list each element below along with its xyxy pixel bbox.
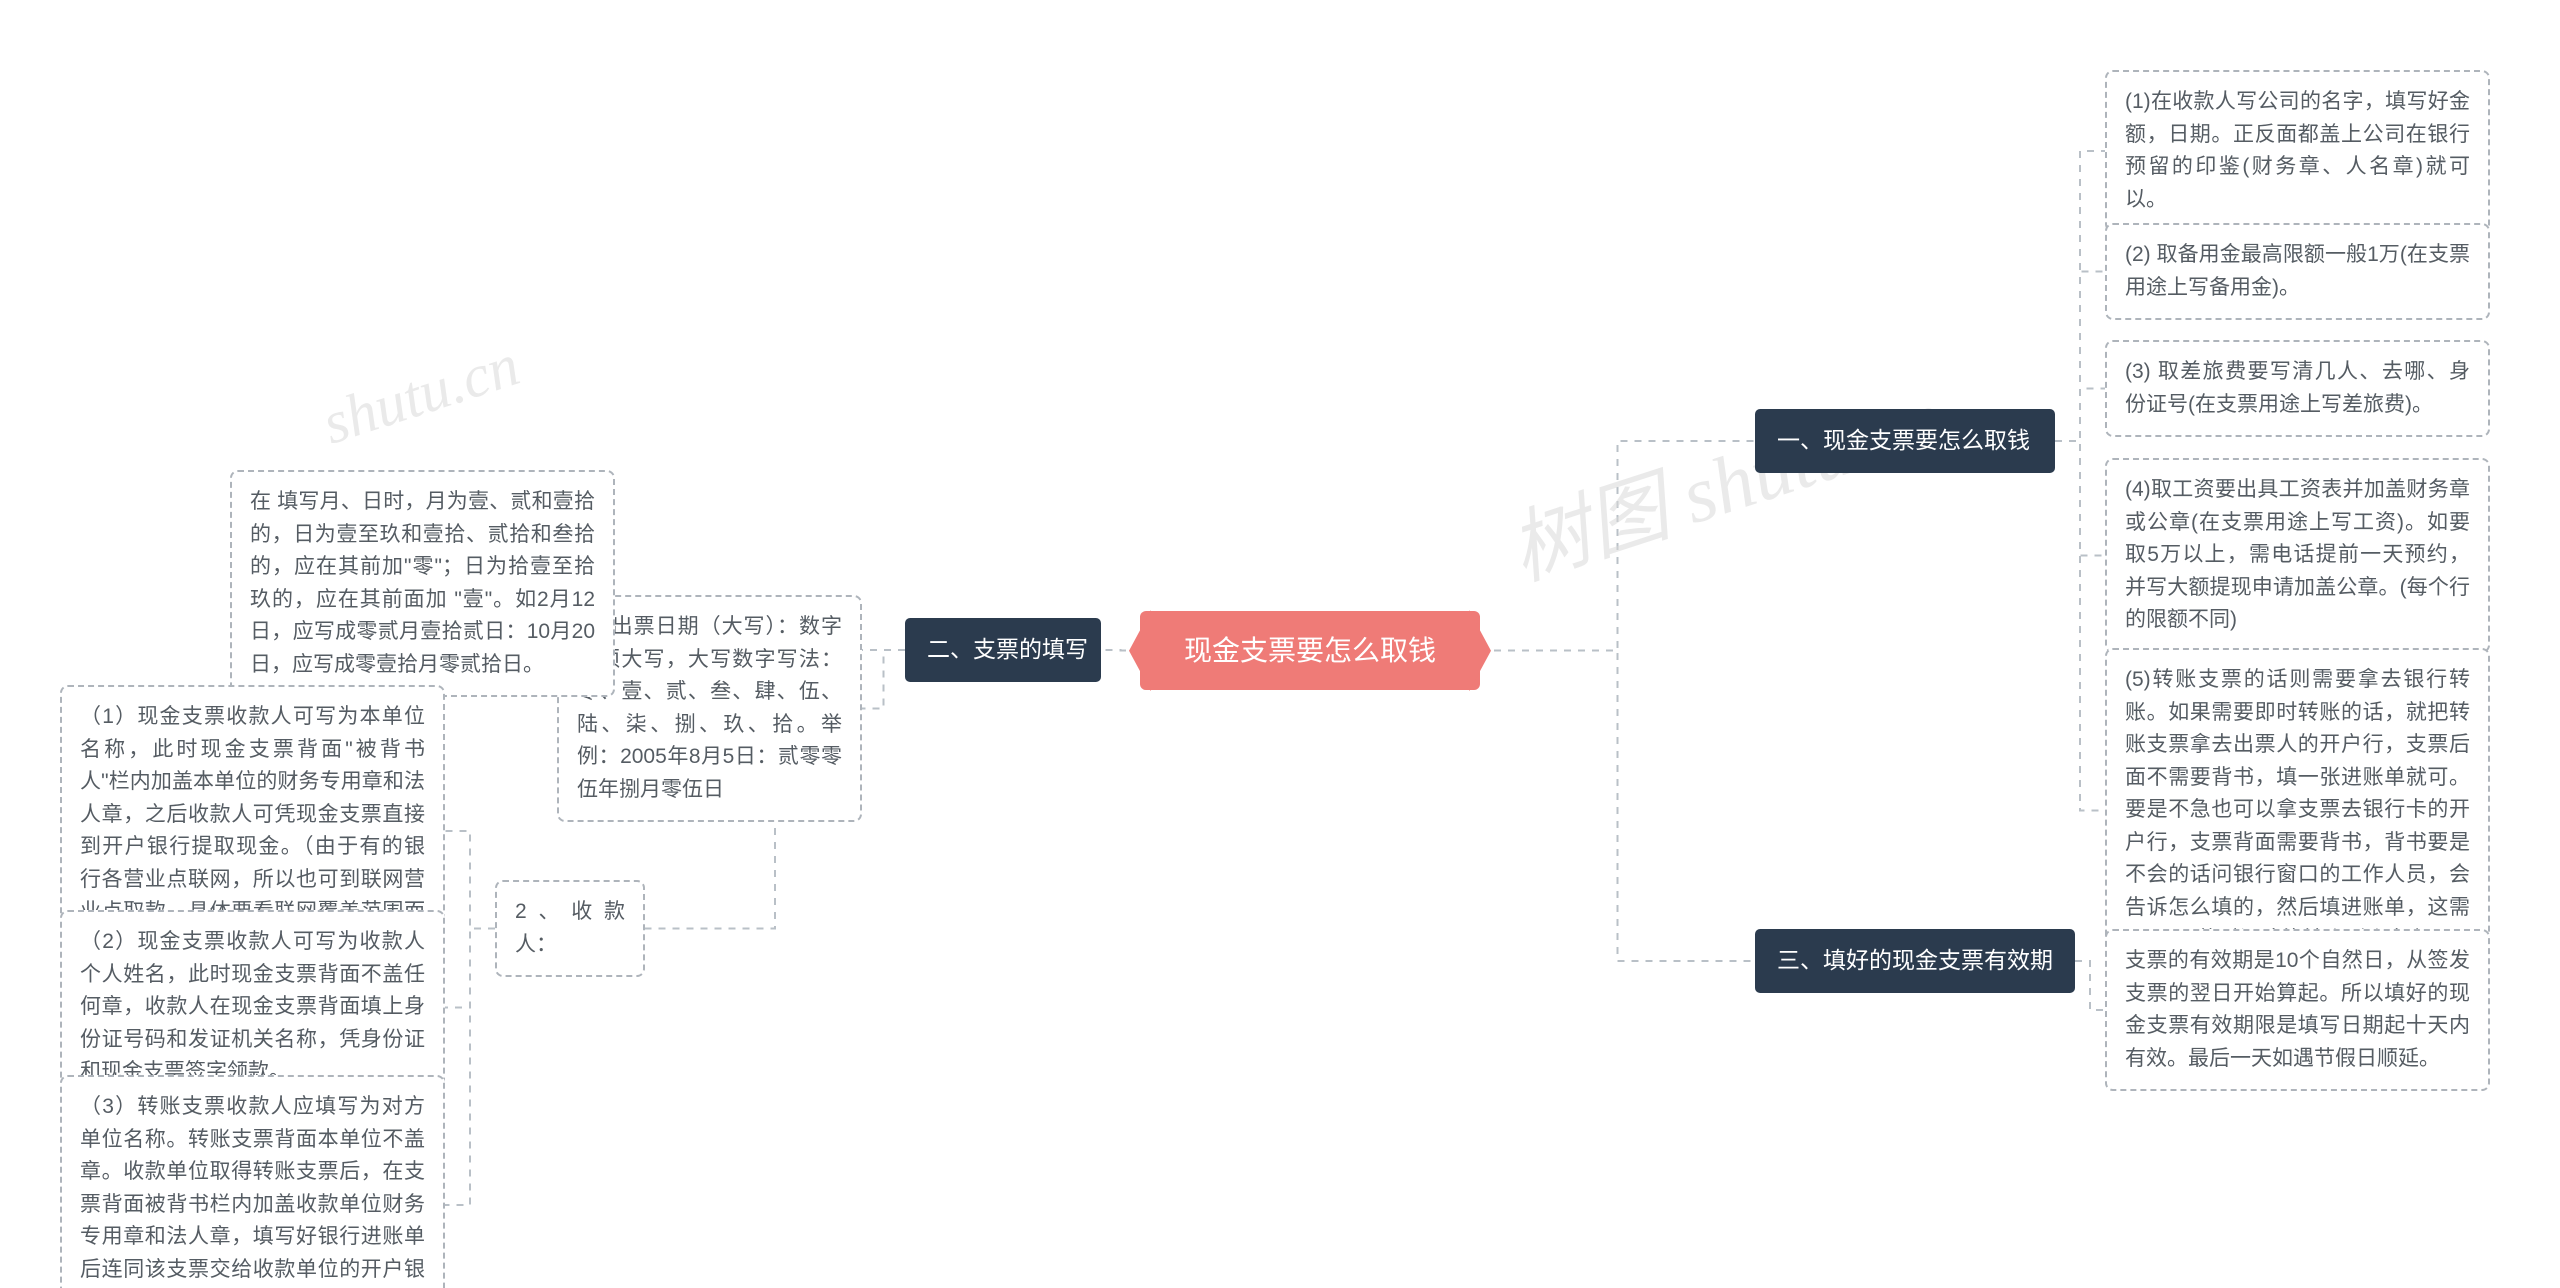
leaf-node[interactable]: 在 填写月、日时，月为壹、贰和壹拾的，日为壹至玖和壹拾、贰拾和叁拾的，应在其前加… (230, 470, 615, 697)
connector (862, 650, 905, 709)
connector (2075, 961, 2105, 1010)
connector (2055, 389, 2105, 442)
leaf-node[interactable]: (3) 取差旅费要写清几人、去哪、身份证号(在支票用途上写差旅费)。 (2105, 340, 2490, 437)
connector (2055, 151, 2105, 441)
connector (2055, 441, 2105, 556)
leaf-node[interactable]: (5)转账支票的话则需要拿去银行转账。如果需要即时转账的话，就把转账支票拿去出票… (2105, 648, 2490, 973)
section-node-2[interactable]: 二、支票的填写 (905, 618, 1101, 682)
connector (1480, 651, 1755, 962)
section-node-3[interactable]: 三、填好的现金支票有效期 (1755, 929, 2075, 993)
connector (1480, 441, 1755, 651)
connector (445, 831, 495, 929)
mindmap-canvas: shutu.cn 树图 shutu.cn 现金支票要怎么取钱 一、现金支票要怎么… (0, 0, 2560, 1288)
watermark: 树图 shutu.cn (1493, 353, 1956, 602)
leaf-node[interactable]: (4)取工资要出具工资表并加盖财务章或公章(在支票用途上写工资)。如要取5万以上… (2105, 458, 2490, 653)
watermark: shutu.cn (314, 331, 527, 459)
mid-node-2[interactable]: 2、收款人： (495, 880, 645, 977)
connector (2055, 272, 2105, 442)
connector (445, 929, 495, 1206)
connector (445, 929, 495, 1008)
root-node[interactable]: 现金支票要怎么取钱 (1140, 611, 1480, 690)
leaf-node[interactable]: (1)在收款人写公司的名字，填写好金额，日期。正反面都盖上公司在银行预留的印鉴(… (2105, 70, 2490, 232)
connector (2055, 441, 2105, 811)
leaf-node[interactable]: （3）转账支票收款人应填写为对方单位名称。转账支票背面本单位不盖章。收款单位取得… (60, 1075, 445, 1288)
section-node-1[interactable]: 一、现金支票要怎么取钱 (1755, 409, 2055, 473)
leaf-node[interactable]: 支票的有效期是10个自然日，从签发支票的翌日开始算起。所以填好的现金支票有效期限… (2105, 929, 2490, 1091)
leaf-node[interactable]: (2) 取备用金最高限额一般1万(在支票用途上写备用金)。 (2105, 223, 2490, 320)
